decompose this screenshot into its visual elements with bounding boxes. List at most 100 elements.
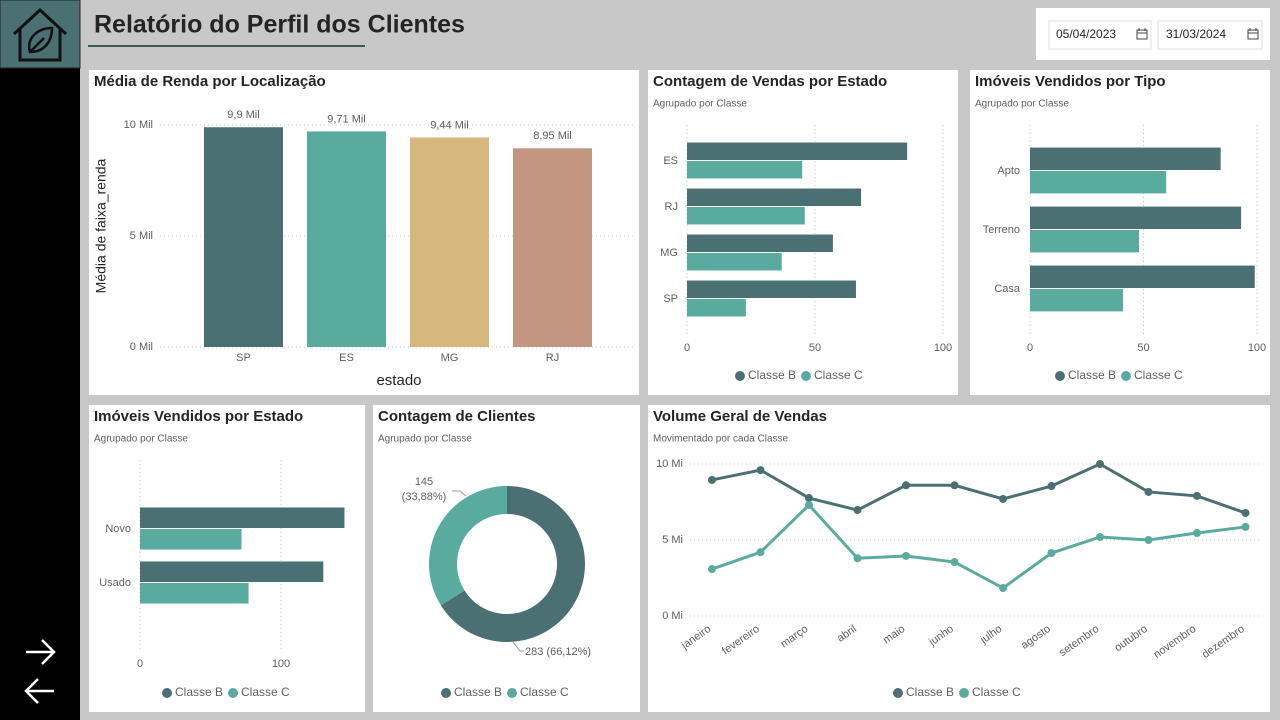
leader-line [512, 641, 524, 652]
legend-marker [507, 688, 517, 698]
donut-slice [429, 486, 507, 606]
legend-marker [893, 688, 903, 698]
legend-marker [1121, 371, 1131, 381]
legend-marker [1055, 371, 1065, 381]
y-tick-label: Novo [105, 523, 131, 535]
legend-label: Classe B [175, 685, 223, 699]
legend-label: Classe C [520, 685, 569, 699]
x-tick-label: 100 [934, 342, 952, 354]
legend-marker [801, 371, 811, 381]
home-icon[interactable] [0, 0, 81, 69]
y-tick-label: 0 Mi [662, 610, 683, 622]
x-tick-label: RJ [546, 352, 559, 364]
date-start-input[interactable] [1048, 20, 1152, 50]
date-end: 31/03/2024 [1166, 27, 1226, 41]
x-tick-label: 0 [137, 658, 143, 670]
x-tick-label: 0 [684, 342, 690, 354]
next-arrow[interactable] [26, 639, 56, 665]
data-label: 145 (33,88%) [401, 476, 447, 503]
legend-label: Classe C [1134, 368, 1183, 382]
bar [410, 137, 489, 347]
date-end-input[interactable] [1157, 20, 1263, 50]
bar [140, 507, 345, 528]
panel [89, 405, 365, 712]
calendar-icon[interactable] [1136, 28, 1148, 40]
bar [140, 561, 324, 582]
y-tick-label: ES [663, 155, 678, 167]
back-arrow[interactable] [24, 678, 54, 704]
bar [204, 127, 283, 347]
y-tick-label: 5 Mi [662, 534, 683, 546]
bar [687, 253, 782, 271]
point [999, 584, 1007, 593]
data-label-box: 145 (33,88%) [401, 476, 447, 503]
point [853, 506, 862, 515]
chart-subtitle: Agrupado por Classe [378, 434, 472, 445]
y-tick-label: Terreno [983, 224, 1020, 236]
line [711, 502, 1246, 590]
chart-title: Imóveis Vendidos por Tipo [975, 73, 1166, 90]
point [708, 475, 716, 484]
point [708, 565, 716, 574]
y-tick-label: 5 Mil [130, 230, 153, 242]
legend-label: Classe B [748, 368, 796, 382]
legend-label: Classe C [972, 685, 1021, 699]
x-tick-label: 100 [272, 658, 290, 670]
y-axis-label: Média de faixa_renda [93, 158, 109, 293]
y-tick-label: SP [663, 293, 678, 305]
bar [140, 529, 242, 550]
legend-marker [959, 688, 969, 698]
bar [687, 280, 856, 298]
x-tick-label: MG [441, 352, 459, 364]
bar [513, 148, 592, 347]
panel [648, 405, 1270, 712]
point [1241, 508, 1250, 517]
x-tick-label: SP [236, 352, 251, 364]
chart-title: Média de Renda por Localização [94, 73, 326, 90]
point [1241, 522, 1250, 531]
point [805, 501, 813, 510]
chart-title: Volume Geral de Vendas [653, 408, 827, 425]
data-label: 8,95 Mil [533, 130, 572, 142]
point [950, 481, 959, 490]
panel [648, 70, 958, 395]
bar [1030, 265, 1255, 288]
point [999, 494, 1007, 503]
chart-subtitle: Movimentado por cada Classe [653, 434, 789, 445]
y-tick-label: Usado [99, 577, 131, 589]
x-tick-label: 50 [809, 342, 821, 354]
y-tick-label: Casa [994, 283, 1021, 295]
point [950, 558, 959, 567]
x-tick-label: ES [339, 352, 354, 364]
x-tick-label: 0 [1027, 342, 1033, 354]
bar [140, 583, 249, 604]
bar [1030, 206, 1242, 229]
bar [687, 161, 803, 179]
bar [1030, 171, 1167, 194]
chart-title: Contagem de Vendas por Estado [653, 73, 887, 90]
data-label: 9,44 Mil [430, 119, 469, 131]
date-start: 05/04/2023 [1056, 27, 1116, 41]
point [1047, 549, 1056, 558]
point [1096, 532, 1104, 541]
point [853, 554, 862, 563]
legend-label: Classe C [241, 685, 290, 699]
calendar-icon[interactable] [1247, 28, 1259, 40]
x-tick-label: 100 [1248, 342, 1266, 354]
point [1144, 487, 1153, 496]
legend-label: Classe B [906, 685, 954, 699]
point [805, 494, 813, 503]
legend-label: Classe B [1068, 368, 1116, 382]
line [711, 462, 1246, 515]
leader-line [452, 490, 467, 497]
point [902, 551, 910, 560]
bar [1030, 230, 1139, 253]
sidebar [0, 68, 80, 720]
y-tick-label: RJ [665, 201, 678, 213]
chart-subtitle: Agrupado por Classe [653, 99, 747, 110]
x-axis-label: estado [376, 372, 421, 389]
legend-marker [735, 371, 745, 381]
leaf [27, 26, 54, 54]
